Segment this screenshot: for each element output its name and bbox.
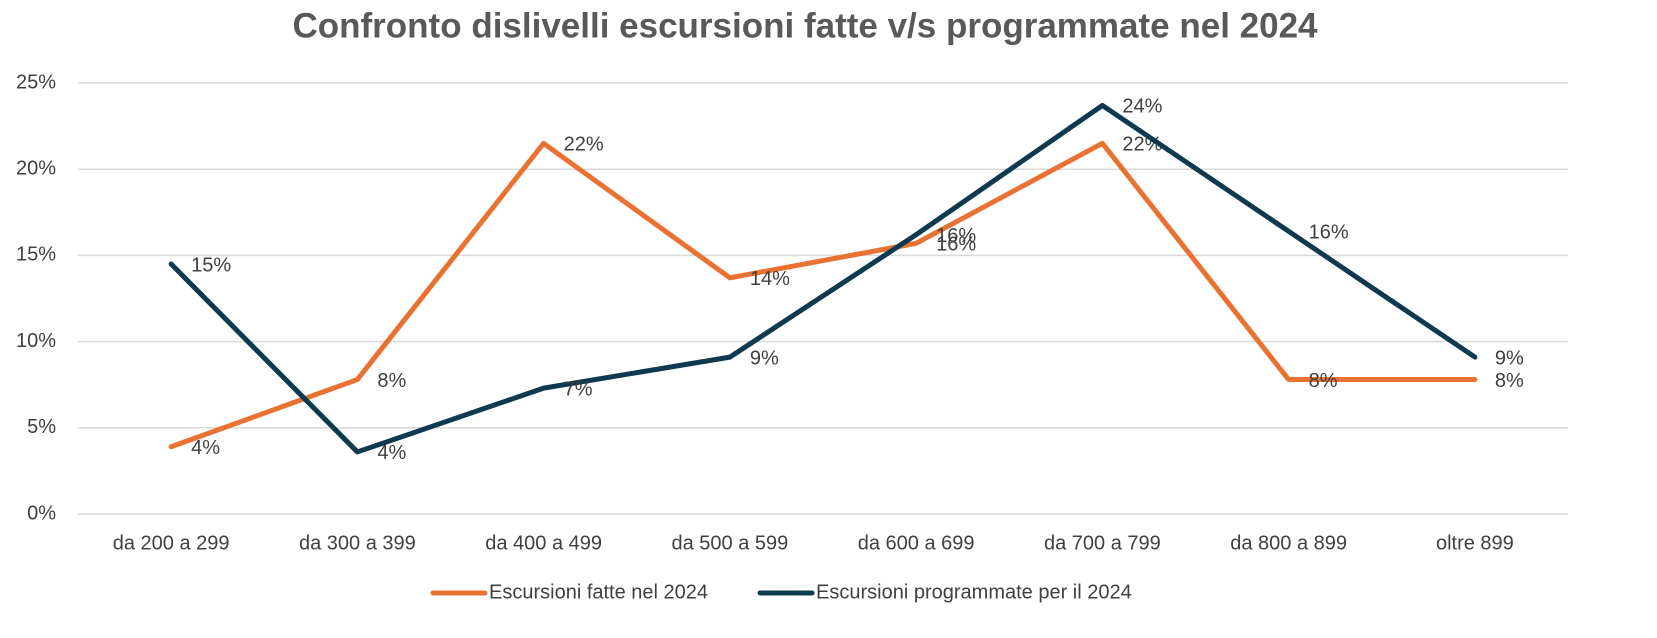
legend-label: Escursioni programmate per il 2024 xyxy=(816,581,1132,603)
data-label: 8% xyxy=(1309,370,1338,392)
y-tick-label: 5% xyxy=(27,416,56,438)
x-tick-label: da 500 a 599 xyxy=(671,532,788,554)
data-label: 7% xyxy=(564,378,593,400)
y-tick-label: 20% xyxy=(16,157,56,179)
x-tick-label: da 800 a 899 xyxy=(1230,532,1347,554)
data-label: 9% xyxy=(1495,347,1524,369)
y-tick-label: 10% xyxy=(16,330,56,352)
series-line xyxy=(168,102,1478,455)
data-label: 8% xyxy=(377,370,406,392)
data-label: 14% xyxy=(750,268,790,290)
y-tick-label: 25% xyxy=(16,71,56,93)
data-label: 16% xyxy=(936,225,976,247)
x-tick-label: da 700 a 799 xyxy=(1044,532,1161,554)
data-label: 16% xyxy=(936,234,976,256)
x-tick-label: da 300 a 399 xyxy=(299,532,416,554)
x-tick-label: da 600 a 699 xyxy=(858,532,975,554)
x-tick-label: da 200 a 299 xyxy=(113,532,230,554)
x-tick-label: da 400 a 499 xyxy=(485,532,602,554)
data-label: 16% xyxy=(1309,222,1349,244)
y-tick-label: 0% xyxy=(27,502,56,524)
legend-label: Escursioni fatte nel 2024 xyxy=(489,581,708,603)
data-label: 22% xyxy=(564,134,604,156)
x-tick-label: oltre 899 xyxy=(1436,532,1514,554)
data-label: 15% xyxy=(191,254,231,276)
series-line xyxy=(168,140,1478,450)
data-label: 4% xyxy=(377,442,406,464)
data-label: 4% xyxy=(191,437,220,459)
chart-title: Confronto dislivelli escursioni fatte v/… xyxy=(292,6,1318,45)
data-label: 8% xyxy=(1495,370,1524,392)
y-tick-label: 15% xyxy=(16,244,56,266)
data-label: 9% xyxy=(750,347,779,369)
data-label: 24% xyxy=(1122,96,1162,118)
